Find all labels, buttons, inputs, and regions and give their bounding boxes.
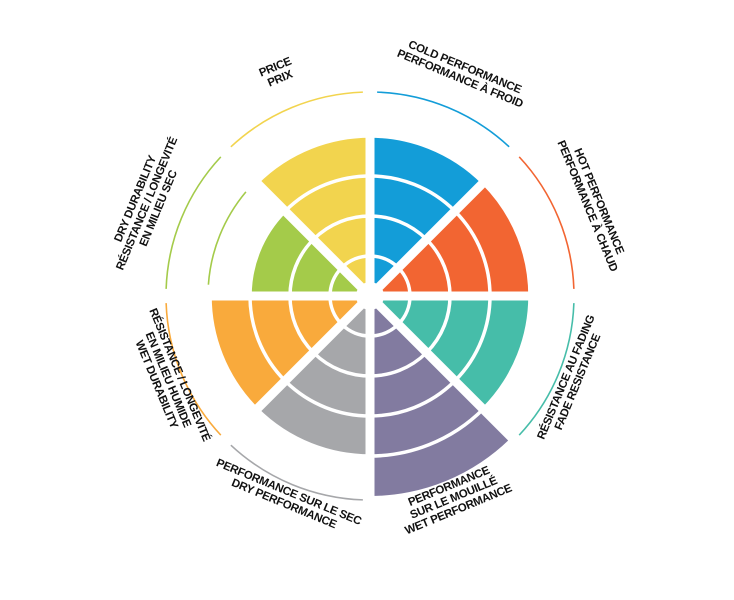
outer-arc — [165, 303, 222, 436]
inner-arc — [207, 191, 247, 285]
wedge-segment — [454, 296, 530, 410]
wedge-segment — [210, 296, 286, 410]
wedge-segment — [256, 380, 370, 457]
wedge-segment — [285, 352, 370, 416]
wedge-segment — [454, 182, 530, 296]
wedges — [210, 136, 530, 496]
wedge-segment — [426, 296, 490, 381]
wedge-segment — [426, 211, 490, 296]
wedge-segment — [370, 352, 455, 416]
dividers — [160, 86, 580, 506]
outer-arc — [377, 91, 510, 148]
wedge-segment — [370, 409, 512, 496]
wedge-segment — [370, 380, 484, 456]
center-hub — [356, 282, 384, 310]
outer-arc — [518, 156, 575, 289]
wedge-segment — [250, 296, 314, 381]
wedge-segment — [250, 211, 314, 296]
outer-arc — [230, 91, 363, 148]
outer-arc — [518, 303, 575, 436]
label-line: PERFORMANCE SUR LE SEC — [214, 457, 362, 528]
outer-arcs — [165, 91, 575, 501]
wedge-segment — [370, 136, 484, 212]
outer-arc — [230, 444, 363, 501]
wedge-segment — [285, 176, 370, 240]
wedge-segment — [256, 136, 370, 212]
outer-arc — [165, 156, 222, 289]
wedge-segment — [370, 176, 455, 240]
